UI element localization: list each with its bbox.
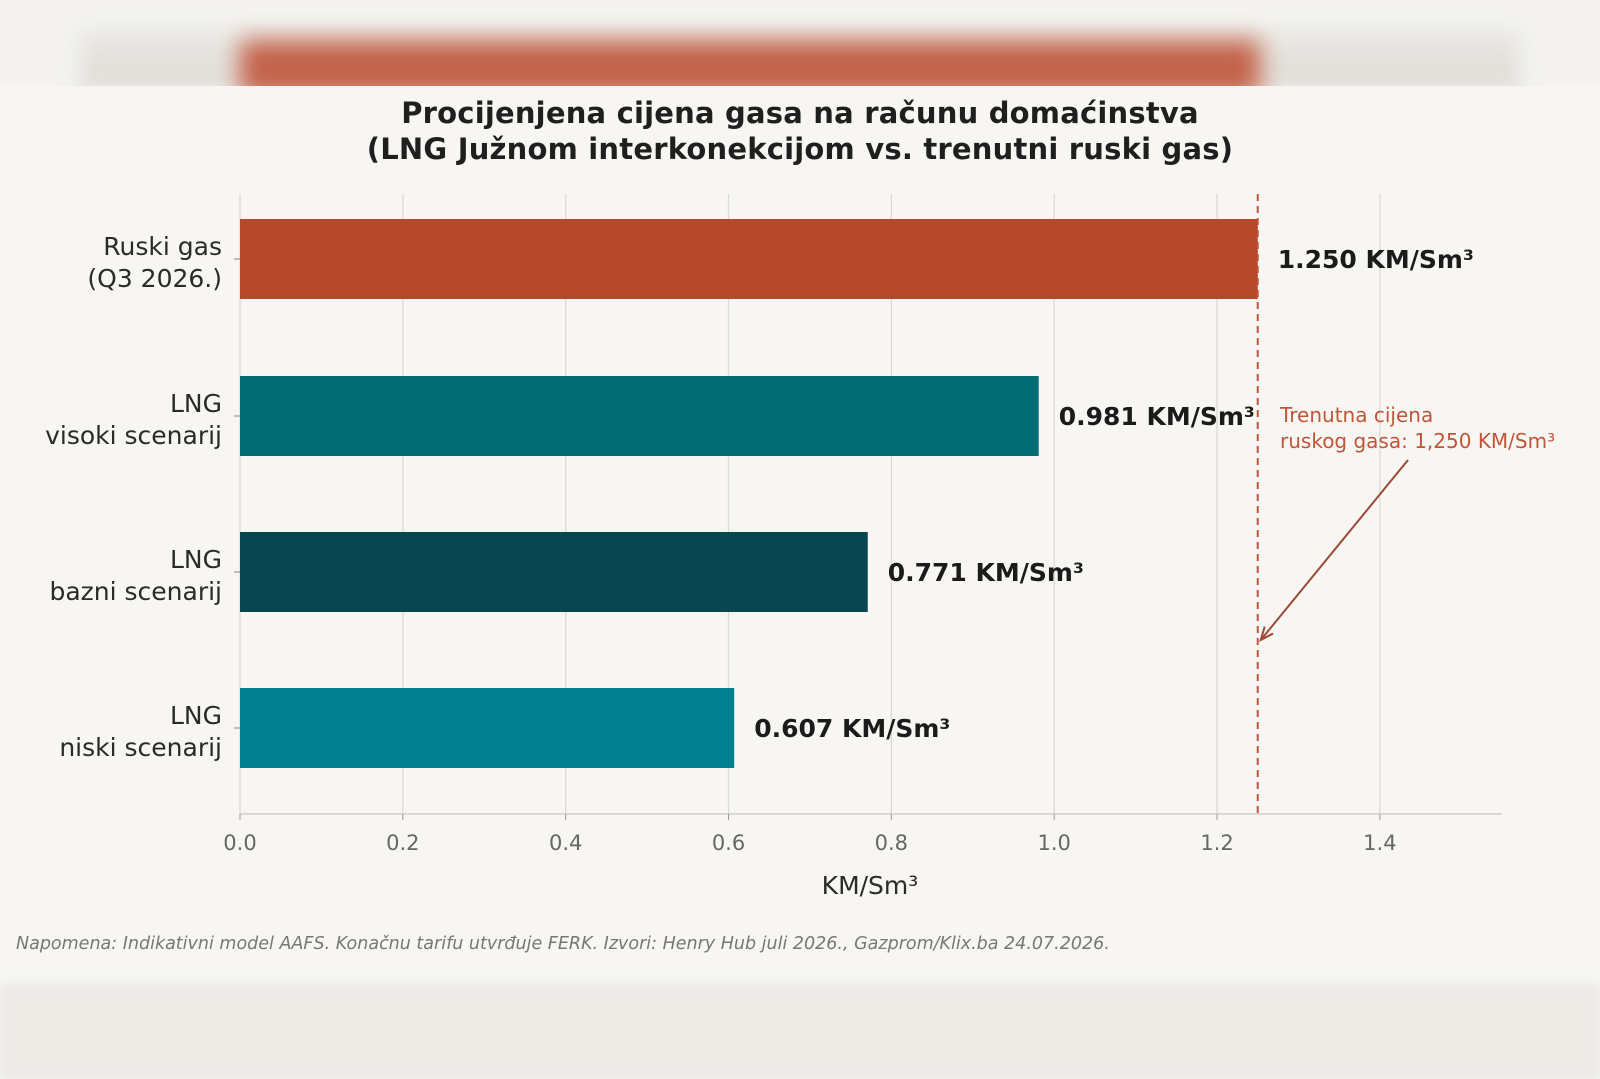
footnote: Napomena: Indikativni model AAFS. Konačn… bbox=[16, 934, 1110, 954]
bar bbox=[240, 219, 1258, 299]
y-tick-label: niski scenarij bbox=[59, 733, 222, 762]
x-tick-label: 1.0 bbox=[1037, 831, 1070, 855]
bar bbox=[240, 376, 1039, 456]
y-tick-label: bazni scenarij bbox=[49, 577, 222, 606]
chart-title-line-1: Procijenjena cijena gasa na računu domać… bbox=[401, 96, 1199, 130]
data-label: 0.981 KM/Sm³ bbox=[1059, 402, 1255, 431]
x-tick-label: 0.8 bbox=[875, 831, 908, 855]
x-tick-label: 1.4 bbox=[1363, 831, 1396, 855]
annotation-text: Trenutna cijena bbox=[1279, 403, 1433, 427]
y-tick-label: (Q3 2026.) bbox=[87, 264, 222, 293]
y-tick-label: LNG bbox=[170, 701, 222, 730]
x-tick-label: 0.4 bbox=[549, 831, 582, 855]
annotation-arrowhead bbox=[1259, 626, 1274, 642]
data-label: 0.771 KM/Sm³ bbox=[888, 558, 1084, 587]
bar bbox=[240, 532, 868, 612]
annotation-text: ruskog gasa: 1,250 KM/Sm³ bbox=[1280, 429, 1555, 453]
x-tick-label: 1.2 bbox=[1200, 831, 1233, 855]
annotation-arrow bbox=[1259, 459, 1409, 641]
y-tick-label: Ruski gas bbox=[103, 232, 222, 261]
background-blur-bottom bbox=[0, 985, 1600, 1079]
data-label: 1.250 KM/Sm³ bbox=[1278, 245, 1474, 274]
x-tick-label: 0.6 bbox=[712, 831, 745, 855]
bar bbox=[240, 688, 735, 768]
chart-title-line-2: (LNG Južnom interkonekcijom vs. trenutni… bbox=[366, 132, 1234, 166]
x-axis-label: KM/Sm³ bbox=[822, 871, 919, 900]
x-tick-label: 0.0 bbox=[223, 831, 256, 855]
y-tick-label: LNG bbox=[170, 545, 222, 574]
y-tick-label: LNG bbox=[170, 389, 222, 418]
chart-card: Procijenjena cijena gasa na računu domać… bbox=[0, 86, 1600, 986]
x-tick-label: 0.2 bbox=[386, 831, 419, 855]
bar-chart: 0.0 0.2 0.4 0.6 0.8 1.0 1.2 1.4 KM/Sm³ Ruski gas (… bbox=[45, 194, 1555, 900]
y-tick-label: visoki scenarij bbox=[45, 421, 222, 450]
data-label: 0.607 KM/Sm³ bbox=[754, 714, 950, 743]
